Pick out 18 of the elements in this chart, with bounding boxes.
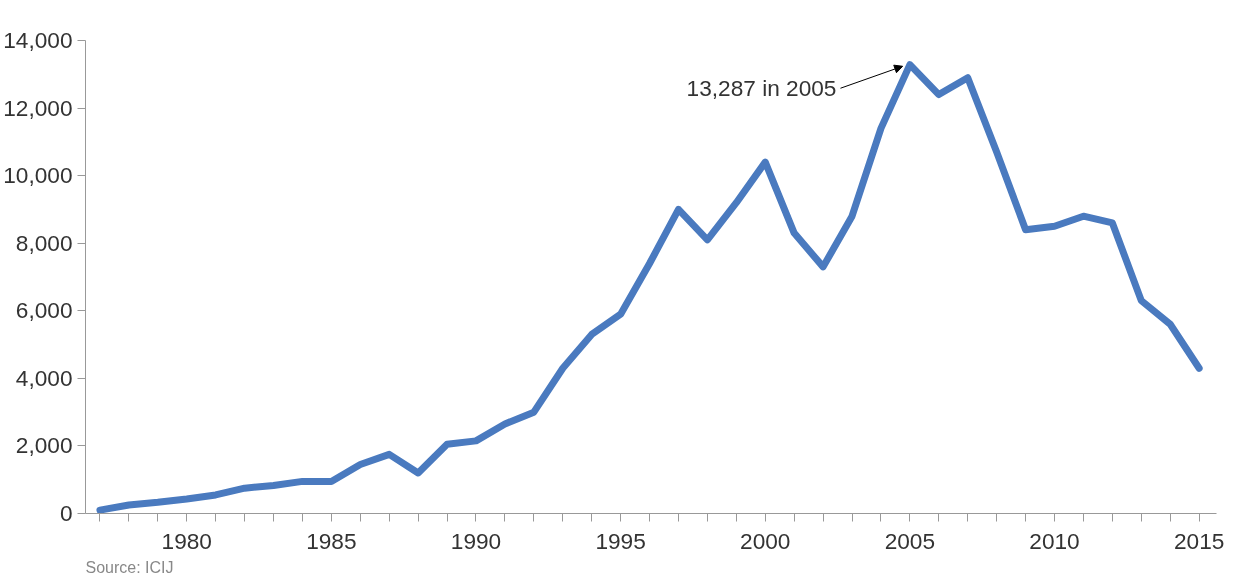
x-tick-label: 1985: [306, 527, 357, 554]
y-tick-label: 12,000: [3, 94, 73, 121]
y-tick-label: 2,000: [15, 432, 73, 459]
y-tick-label: 8,000: [15, 229, 73, 256]
y-tick-label: 6,000: [15, 297, 73, 324]
y-tick-label: 0: [59, 500, 73, 526]
x-tick-label: 2015: [1173, 527, 1225, 554]
x-tick-label: 1980: [161, 527, 212, 554]
y-tick-label: 10,000: [3, 162, 73, 189]
x-tick-label: 2005: [884, 527, 936, 554]
x-tick-label: 2010: [1029, 527, 1080, 554]
x-tick-label: 1990: [450, 527, 502, 554]
y-tick-label: 4,000: [15, 364, 73, 391]
x-tick-label: 2000: [740, 527, 791, 554]
x-tick-label: 1995: [595, 527, 646, 554]
source-note: Source: ICIJ: [85, 558, 174, 576]
y-tick-label: 14,000: [3, 27, 73, 53]
annotation: 13,287 in 2005: [686, 75, 837, 102]
